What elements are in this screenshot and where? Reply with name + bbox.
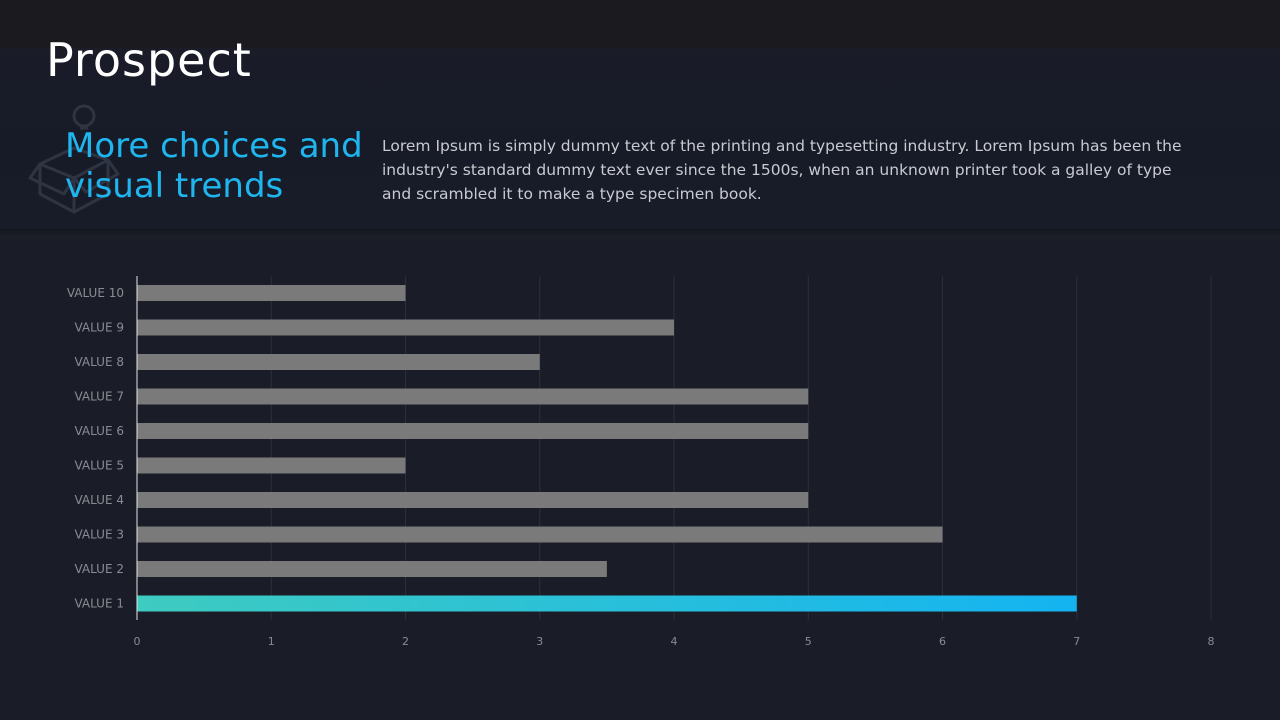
bars: [137, 285, 1077, 612]
bar-value-4: [137, 492, 809, 508]
box-bulb-icon: [28, 104, 120, 214]
section-subtitle: More choices and visual trends: [65, 126, 363, 206]
bar-value-1: [137, 595, 1077, 612]
category-label: VALUE 6: [74, 424, 124, 438]
category-label: VALUE 7: [74, 390, 124, 404]
bar-value-8: [137, 354, 540, 370]
bar-value-6: [137, 423, 809, 439]
bar-value-7: [137, 388, 809, 405]
category-label: VALUE 1: [74, 597, 124, 611]
category-label: VALUE 10: [67, 286, 124, 300]
category-label: VALUE 4: [74, 493, 124, 507]
x-tick-label: 7: [1073, 635, 1080, 648]
page-title: Prospect: [46, 33, 252, 87]
x-tick-labels: 0 1 2 3 4 5 6 7 8: [134, 635, 1215, 648]
x-tick-label: 1: [268, 635, 275, 648]
category-label: VALUE 8: [74, 355, 124, 369]
section-divider: [0, 229, 1280, 238]
x-tick-label: 5: [805, 635, 812, 648]
x-tick-label: 3: [536, 635, 543, 648]
top-strip: [0, 0, 1280, 48]
bar-value-3: [137, 526, 943, 543]
x-tick-label: 4: [671, 635, 678, 648]
description-text: Lorem Ipsum is simply dummy text of the …: [382, 137, 1182, 203]
bar-value-10: [137, 285, 406, 301]
x-tick-label: 8: [1208, 635, 1215, 648]
x-tick-label: 6: [939, 635, 946, 648]
x-tick-label: 2: [402, 635, 409, 648]
x-tick-label: 0: [134, 635, 141, 648]
bar-value-5: [137, 457, 406, 474]
category-label: VALUE 5: [74, 459, 124, 473]
bar-value-9: [137, 319, 674, 336]
category-label: VALUE 2: [74, 562, 124, 576]
bar-value-2: [137, 561, 607, 577]
category-labels: VALUE 1 VALUE 2 VALUE 3 VALUE 4 VALUE 5 VALUE…: [67, 286, 124, 611]
category-label: VALUE 9: [74, 321, 124, 335]
category-label: VALUE 3: [74, 528, 124, 542]
